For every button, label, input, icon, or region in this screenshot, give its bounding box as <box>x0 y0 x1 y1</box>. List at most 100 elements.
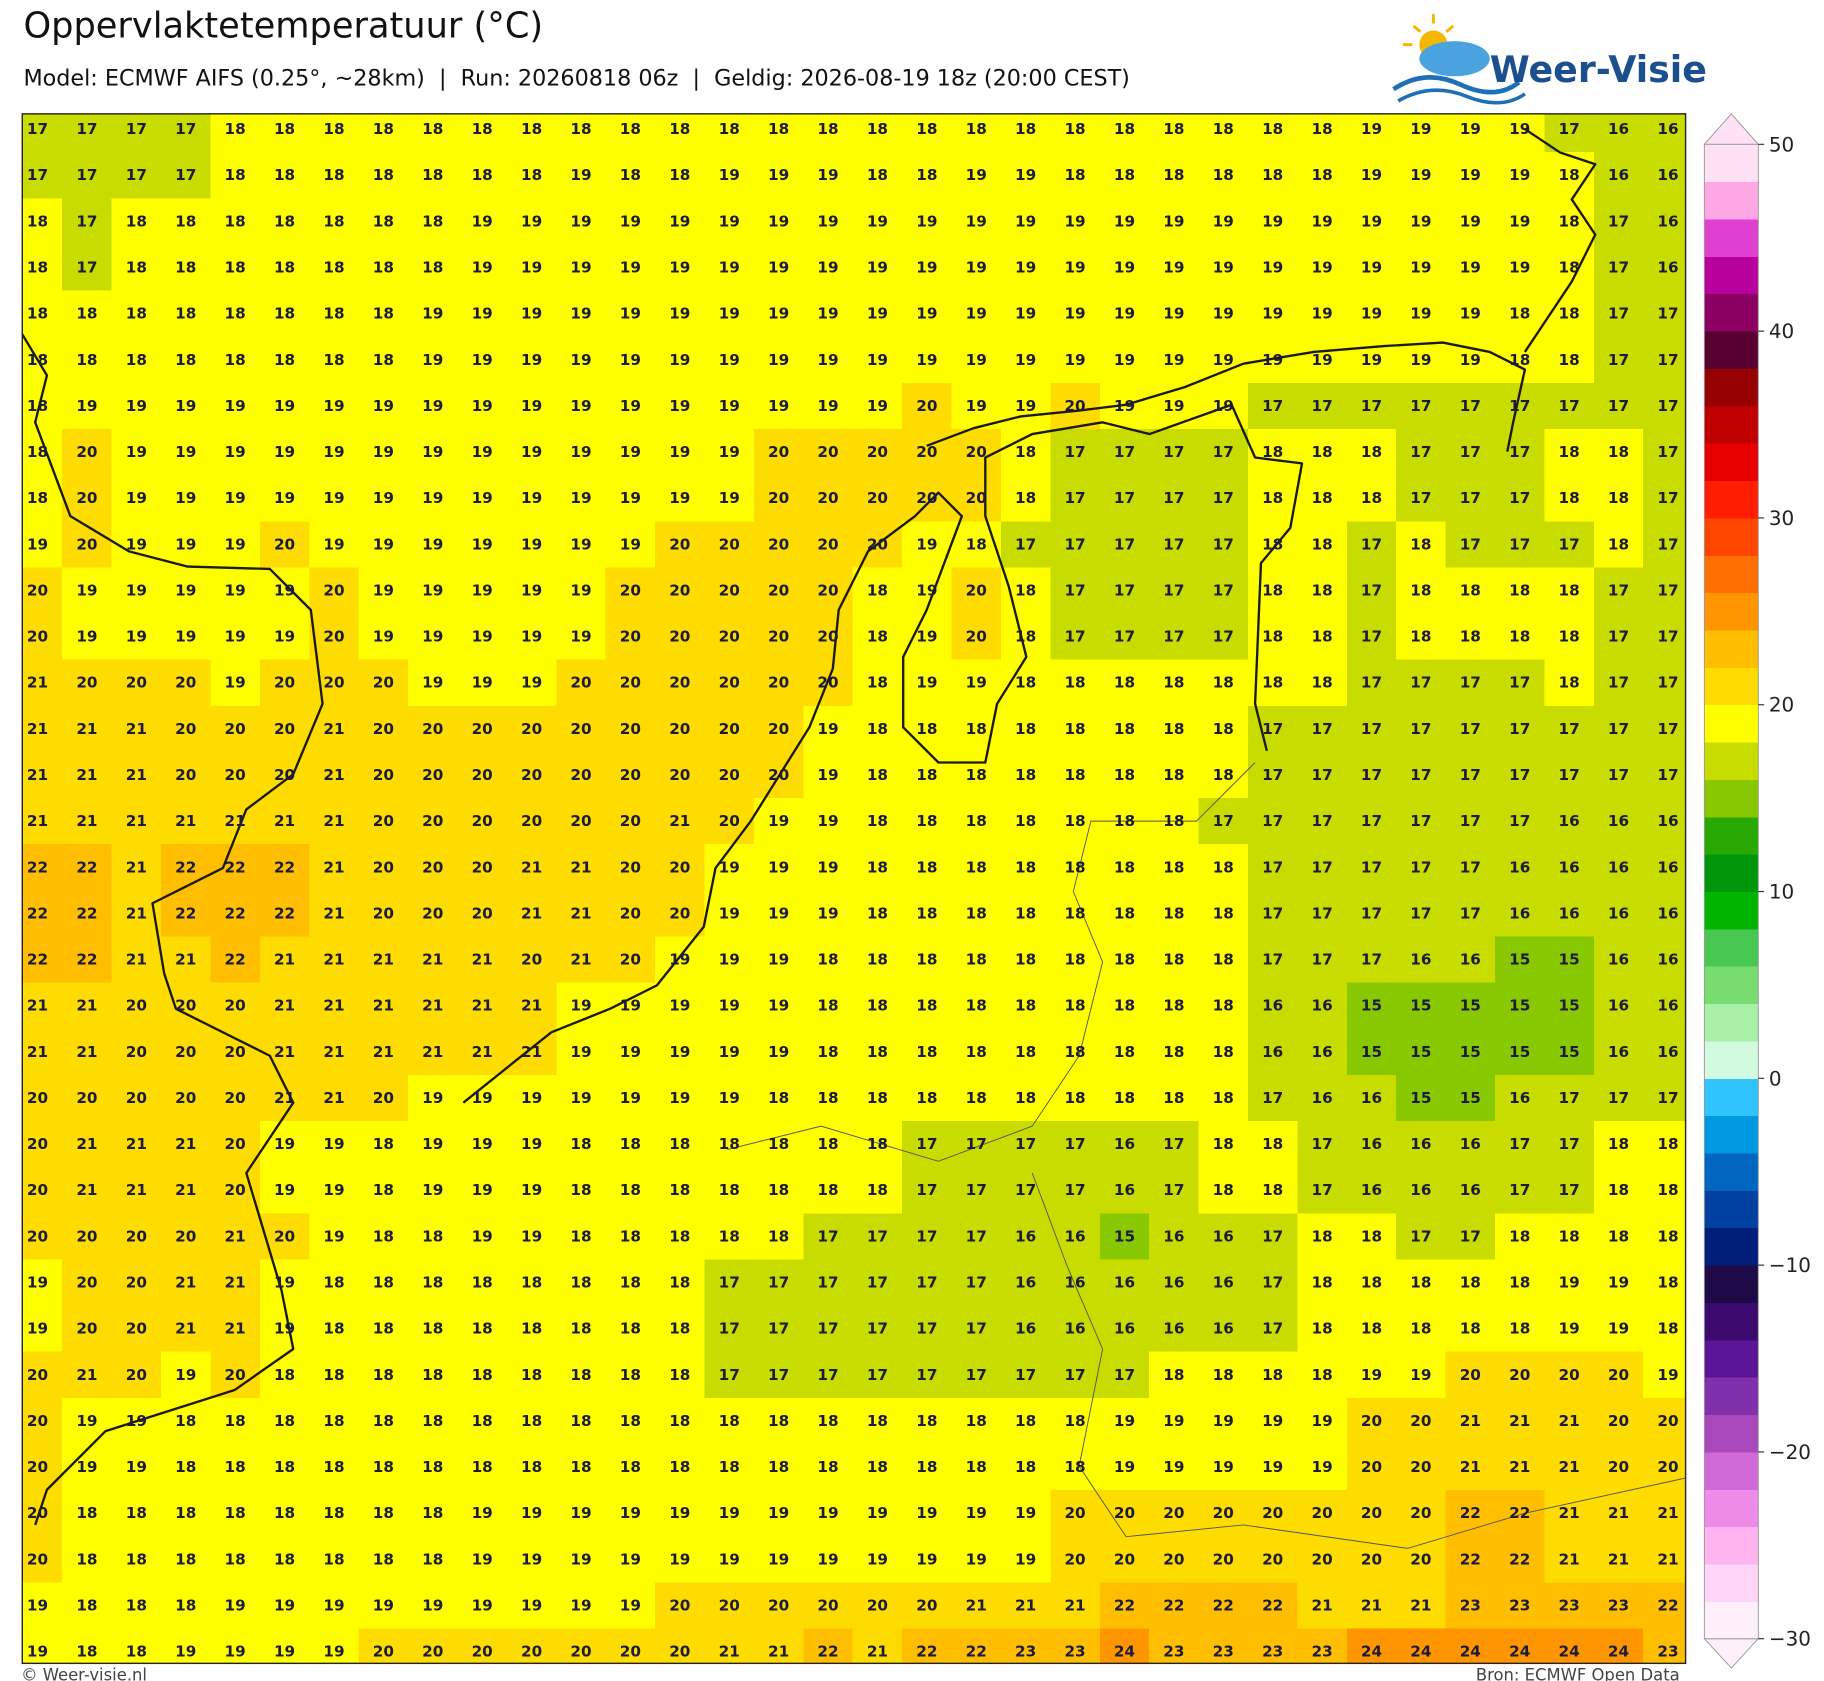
temperature-cell <box>1495 198 1546 246</box>
temperature-label: 18 <box>225 1550 246 1568</box>
temperature-label: 16 <box>1460 1135 1481 1153</box>
temperature-cell <box>1593 428 1644 476</box>
temperature-cell <box>62 1259 113 1307</box>
temperature-cell <box>457 1121 508 1168</box>
temperature-label: 17 <box>1262 1274 1283 1292</box>
temperature-cell <box>1396 705 1447 753</box>
temperature-label: 18 <box>817 1089 838 1107</box>
temperature-cell <box>803 705 854 753</box>
temperature-cell <box>1346 1490 1397 1537</box>
temperature-label: 19 <box>323 1596 344 1614</box>
temperature-cell <box>1000 1074 1051 1122</box>
temperature-label: 17 <box>1410 858 1431 876</box>
temperature-cell <box>1198 152 1249 199</box>
temperature-label: 17 <box>1410 1227 1431 1245</box>
temperature-label: 15 <box>1559 997 1580 1015</box>
temperature-label: 18 <box>1163 997 1184 1015</box>
temperature-cell <box>1198 659 1249 707</box>
temperature-cell <box>704 982 755 1030</box>
temperature-label: 24 <box>1460 1643 1481 1661</box>
temperature-label: 20 <box>76 489 97 507</box>
temperature-cell <box>1445 798 1496 845</box>
temperature-label: 19 <box>768 904 789 922</box>
temperature-cell <box>1445 1536 1496 1584</box>
temperature-cell <box>1396 613 1447 661</box>
temperature-label: 18 <box>1114 674 1135 692</box>
temperature-label: 19 <box>225 628 246 646</box>
temperature-label: 18 <box>1163 120 1184 138</box>
temperature-label: 18 <box>1015 443 1036 461</box>
temperature-cell <box>111 382 162 430</box>
temperature-cell <box>605 798 656 845</box>
temperature-cell <box>803 1305 854 1353</box>
temperature-label: 19 <box>1410 305 1431 323</box>
temperature-label: 17 <box>1213 535 1234 553</box>
temperature-label: 22 <box>1509 1504 1530 1522</box>
temperature-label: 19 <box>422 443 443 461</box>
temperature-label: 19 <box>472 258 493 276</box>
temperature-label: 20 <box>373 720 394 738</box>
temperature-label: 17 <box>1460 535 1481 553</box>
temperature-label: 21 <box>1608 1504 1629 1522</box>
temperature-label: 19 <box>521 489 542 507</box>
temperature-cell <box>1396 1582 1447 1630</box>
temperature-cell <box>1050 659 1101 707</box>
temperature-label: 20 <box>1657 1412 1678 1430</box>
colorbar-cap-bottom <box>1703 1638 1760 1669</box>
temperature-label: 18 <box>1064 858 1085 876</box>
temperature-label: 19 <box>422 674 443 692</box>
temperature-label: 20 <box>719 812 740 830</box>
temperature-cell <box>309 382 360 430</box>
temperature-cell <box>556 705 607 753</box>
temperature-cell <box>902 751 953 799</box>
colorbar-band <box>1704 1115 1759 1154</box>
temperature-cell <box>1643 113 1686 153</box>
temperature-cell <box>1643 705 1686 753</box>
temperature-label: 21 <box>1657 1504 1678 1522</box>
temperature-cell <box>556 1305 607 1353</box>
temperature-cell <box>1445 198 1496 246</box>
temperature-label: 22 <box>817 1643 838 1661</box>
temperature-label: 20 <box>1064 1504 1085 1522</box>
temperature-label: 17 <box>1657 766 1678 784</box>
temperature-cell <box>161 113 212 153</box>
temperature-cell <box>1297 1259 1348 1307</box>
colorbar-cap-top <box>1703 113 1760 145</box>
temperature-label: 20 <box>817 443 838 461</box>
temperature-cell <box>1495 290 1546 338</box>
temperature-cell <box>1593 290 1644 338</box>
colorbar-tick-label: −10 <box>1769 1253 1811 1277</box>
temperature-label: 19 <box>620 305 641 323</box>
temperature-label: 17 <box>1657 628 1678 646</box>
temperature-cell <box>358 1305 409 1353</box>
temperature-cell <box>259 751 310 799</box>
temperature-cell <box>22 152 63 199</box>
temperature-cell <box>210 1305 261 1353</box>
temperature-cell <box>1099 428 1150 476</box>
temperature-label: 20 <box>323 674 344 692</box>
temperature-cell <box>358 1582 409 1630</box>
temperature-cell <box>753 198 804 246</box>
temperature-label: 20 <box>1262 1550 1283 1568</box>
temperature-cell <box>259 982 310 1030</box>
temperature-label: 19 <box>669 305 690 323</box>
temperature-cell <box>556 336 607 384</box>
temperature-cell <box>1297 1213 1348 1261</box>
temperature-cell <box>704 1490 755 1537</box>
temperature-label: 19 <box>1509 212 1530 230</box>
temperature-cell <box>1346 1628 1397 1664</box>
temperature-label: 20 <box>570 812 591 830</box>
temperature-cell <box>902 1028 953 1076</box>
temperature-cell <box>161 1305 212 1353</box>
temperature-cell <box>1198 613 1249 661</box>
temperature-cell <box>1495 1351 1546 1399</box>
temperature-cell <box>506 290 557 338</box>
temperature-label: 18 <box>225 120 246 138</box>
temperature-label: 19 <box>570 305 591 323</box>
temperature-cell <box>902 428 953 476</box>
temperature-label: 15 <box>1559 951 1580 969</box>
temperature-cell <box>753 152 804 199</box>
temperature-cell <box>1544 936 1595 984</box>
temperature-label: 18 <box>521 1320 542 1338</box>
temperature-cell <box>1050 475 1101 522</box>
